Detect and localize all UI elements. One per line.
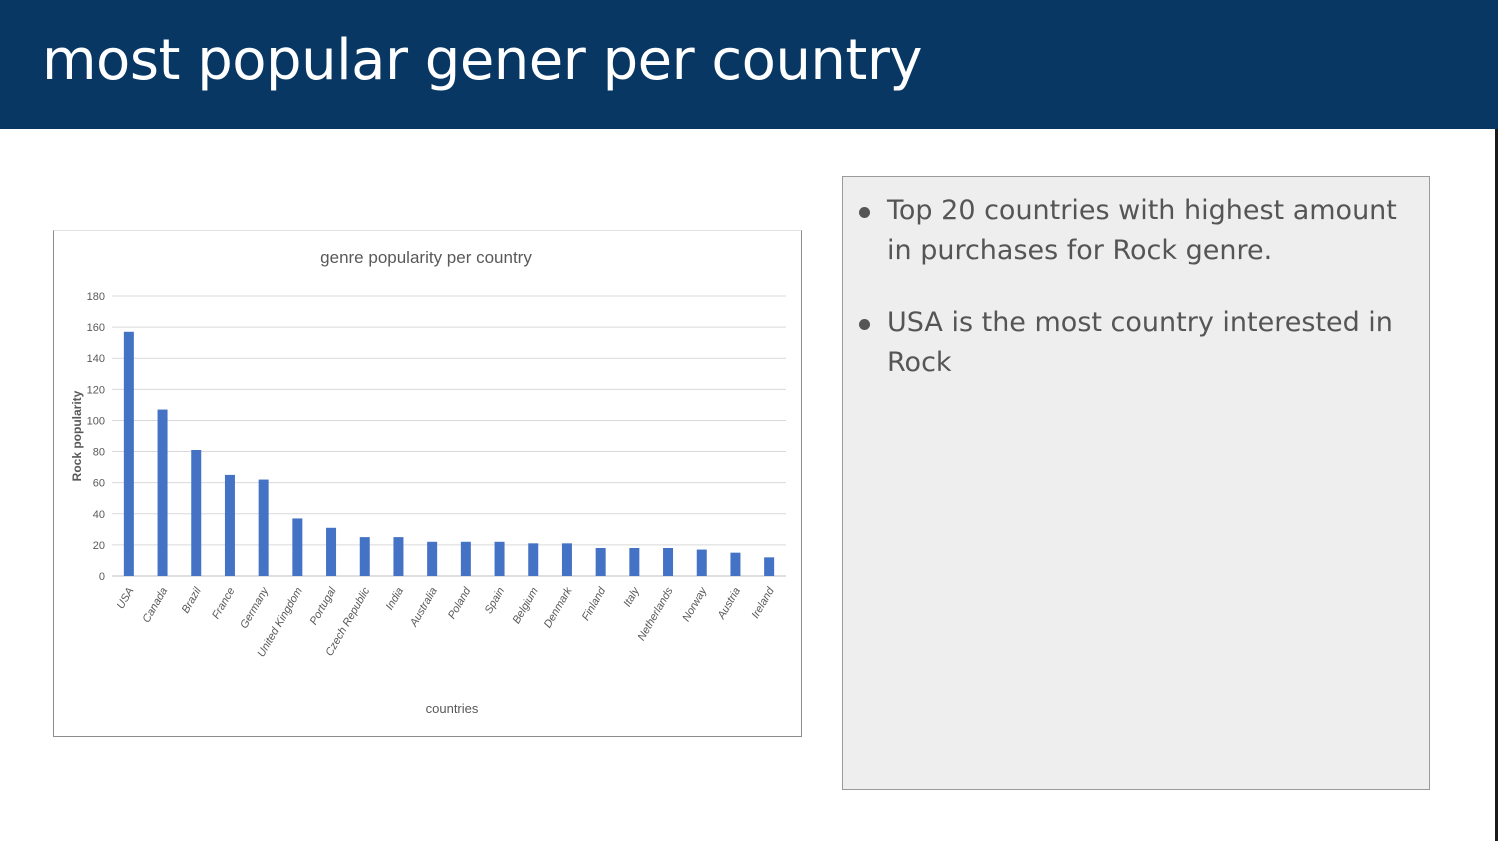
y-tick-label: 120 [87,384,105,396]
y-tick-label: 140 [87,353,105,365]
slide-title: most popular gener per country [42,28,923,93]
x-tick-label: Norway [680,584,710,624]
y-tick-label: 60 [93,478,105,490]
x-tick-label: Brazil [180,585,204,615]
bar [764,557,775,576]
y-tick-label: 40 [93,509,105,521]
bar [224,474,235,576]
x-tick-label: India [384,586,406,613]
y-tick-label: 0 [99,571,105,583]
y-axis-label: Rock popularity [70,390,84,481]
bar [292,518,303,576]
bar [528,543,539,576]
bullet-icon [859,207,870,218]
bar [494,541,505,576]
bar [123,331,134,576]
x-tick-label: Poland [446,585,474,621]
y-tick-label: 20 [93,540,105,552]
y-tick-label: 180 [87,291,105,303]
bullet-icon [859,319,870,330]
bar [427,541,438,576]
bar [393,537,404,576]
chart-container: 0 20 40 60 80 100 120 140 160 180 USA Canada Brazil F… [53,230,802,737]
bar [629,548,640,576]
bar [326,527,337,576]
x-tick-label: Australia [407,586,439,630]
x-tick-label: Finland [580,585,609,623]
bar [157,409,168,576]
y-tick-label: 100 [87,415,105,427]
x-tick-label: Ireland [750,585,778,621]
bar [460,541,471,576]
bar [561,543,572,576]
x-tick-label: Canada [140,586,170,625]
bullet-item: USA is the most country interested in Ro… [859,303,1419,383]
bar [359,537,370,576]
x-tick-label: Belgium [511,586,541,626]
bar [595,548,606,576]
bar [258,479,269,576]
bullet-text: Top 20 countries with highest amount in … [887,195,1397,266]
x-tick-label: Portugal [308,585,339,627]
x-tick-label: Germany [238,584,272,630]
bullet-list: Top 20 countries with highest amount in … [859,191,1419,415]
x-tick-label: Spain [483,586,507,616]
x-tick-label: USA [115,586,137,612]
x-tick-label: Italy [621,584,642,609]
x-tick-label: Austria [715,586,743,623]
notes-panel: Top 20 countries with highest amount in … [842,176,1430,790]
x-tick-label: Denmark [542,585,575,630]
bar [191,450,202,576]
bar [696,549,707,576]
slide-header: most popular gener per country [0,0,1498,129]
bar [730,552,741,576]
y-tick-label: 160 [87,322,105,334]
x-axis-label: countries [426,701,479,716]
x-tick-label: France [210,586,238,622]
y-tick-label: 80 [93,447,105,459]
slide-edge [1495,129,1498,841]
bullet-item: Top 20 countries with highest amount in … [859,191,1419,271]
chart-title: genre popularity per country [320,248,532,267]
bullet-text: USA is the most country interested in Ro… [887,307,1393,378]
x-tick-label: Netherlands [636,585,676,643]
bar [663,548,674,576]
